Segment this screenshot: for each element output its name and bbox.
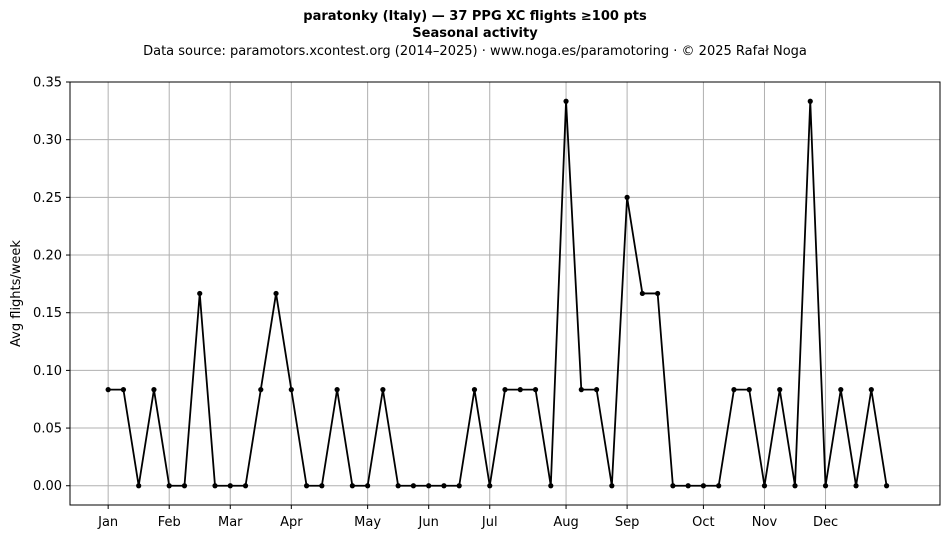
data-point — [487, 483, 493, 489]
data-point — [838, 387, 844, 393]
data-point — [441, 483, 447, 489]
y-tick-label: 0.20 — [33, 249, 62, 264]
data-point — [410, 483, 417, 489]
data-point — [655, 290, 661, 297]
data-point — [166, 483, 172, 489]
x-tick-label: Jan — [97, 515, 118, 530]
data-point — [578, 387, 584, 393]
data-point — [777, 387, 783, 393]
x-tick-label: Aug — [553, 515, 578, 530]
plot-frame — [69, 81, 941, 506]
x-tick-label: Oct — [692, 515, 714, 530]
data-point — [456, 483, 462, 489]
data-point — [288, 387, 294, 393]
data-point — [334, 387, 340, 393]
x-tick-label: Feb — [158, 515, 181, 530]
data-point — [197, 290, 203, 297]
data-point — [624, 194, 630, 200]
chart-header: paratonky (Italy) — 37 PPG XC flights ≥1… — [0, 8, 950, 60]
x-tick-label: Sep — [615, 515, 640, 530]
data-point — [319, 483, 325, 489]
data-point — [868, 387, 874, 393]
data-point — [273, 290, 279, 297]
data-point — [563, 98, 569, 104]
data-point — [151, 387, 157, 393]
data-point — [517, 387, 523, 393]
data-point — [532, 387, 539, 393]
y-tick-label: 0.30 — [33, 133, 62, 148]
data-point — [685, 483, 691, 489]
data-point — [883, 483, 890, 489]
data-point — [227, 483, 233, 489]
data-point — [181, 483, 188, 489]
y-axis: 0.00 0.05 0.10 0.15 0.20 0.25 0.30 0.35 — [33, 76, 70, 494]
series-line — [108, 100, 888, 487]
chart-subtitle: Seasonal activity — [412, 26, 538, 41]
chart-title: paratonky (Italy) — 37 PPG XC flights ≥1… — [303, 9, 647, 24]
data-point — [548, 483, 554, 489]
x-tick-label: May — [354, 515, 381, 530]
data-point — [242, 483, 249, 489]
data-point — [700, 483, 707, 489]
y-axis-label: Avg flights/week — [9, 240, 24, 347]
data-point — [365, 483, 371, 489]
data-point — [807, 98, 813, 104]
data-point — [349, 483, 355, 489]
data-point — [212, 483, 218, 489]
data-point — [136, 483, 142, 489]
y-tick-label: 0.35 — [33, 76, 62, 91]
y-tick-label: 0.10 — [33, 364, 62, 379]
data-point — [502, 387, 508, 393]
y-tick-label: 0.15 — [33, 306, 62, 321]
data-point — [761, 483, 768, 489]
x-axis: Jan Feb Mar Apr May Jun Jul Aug Sep Oct Nov Dec — [97, 505, 838, 530]
data-point — [105, 387, 111, 393]
data-point — [731, 387, 737, 393]
data-point — [426, 483, 432, 489]
data-point — [380, 387, 386, 393]
data-point — [120, 387, 127, 393]
data-point — [258, 387, 264, 393]
data-point — [303, 483, 310, 489]
data-point — [471, 387, 478, 393]
data-point — [792, 483, 798, 489]
x-tick-label: Dec — [813, 515, 838, 530]
data-point — [593, 387, 600, 393]
x-tick-label: Jun — [418, 515, 439, 530]
data-point — [716, 483, 722, 489]
data-point — [746, 387, 752, 393]
data-point — [853, 483, 859, 489]
y-tick-label: 0.05 — [33, 422, 62, 437]
x-tick-label: Mar — [218, 515, 243, 530]
series-line-group — [105, 98, 890, 489]
data-source-line: Data source: paramotors.xcontest.org (20… — [143, 44, 807, 59]
y-tick-label: 0.00 — [33, 479, 62, 494]
data-point — [609, 483, 615, 489]
x-tick-label: Jul — [481, 515, 498, 530]
data-point — [639, 290, 645, 297]
data-point — [822, 483, 829, 489]
data-point — [395, 483, 401, 489]
x-tick-label: Nov — [752, 515, 778, 530]
x-tick-label: Apr — [280, 515, 303, 530]
y-tick-label: 0.25 — [33, 191, 62, 206]
data-point — [670, 483, 676, 489]
